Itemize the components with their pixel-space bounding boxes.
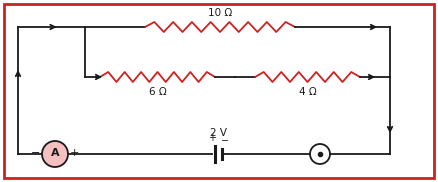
Text: −: − <box>221 136 229 146</box>
Text: +: + <box>208 133 216 143</box>
Text: +: + <box>70 148 79 158</box>
Text: 10 Ω: 10 Ω <box>208 8 232 18</box>
Text: −: − <box>31 148 40 158</box>
Text: 4 Ω: 4 Ω <box>299 87 316 97</box>
Text: A: A <box>51 149 59 159</box>
Circle shape <box>42 141 68 167</box>
Text: 6 Ω: 6 Ω <box>148 87 166 97</box>
Circle shape <box>310 144 330 164</box>
Text: 2 V: 2 V <box>210 128 227 138</box>
